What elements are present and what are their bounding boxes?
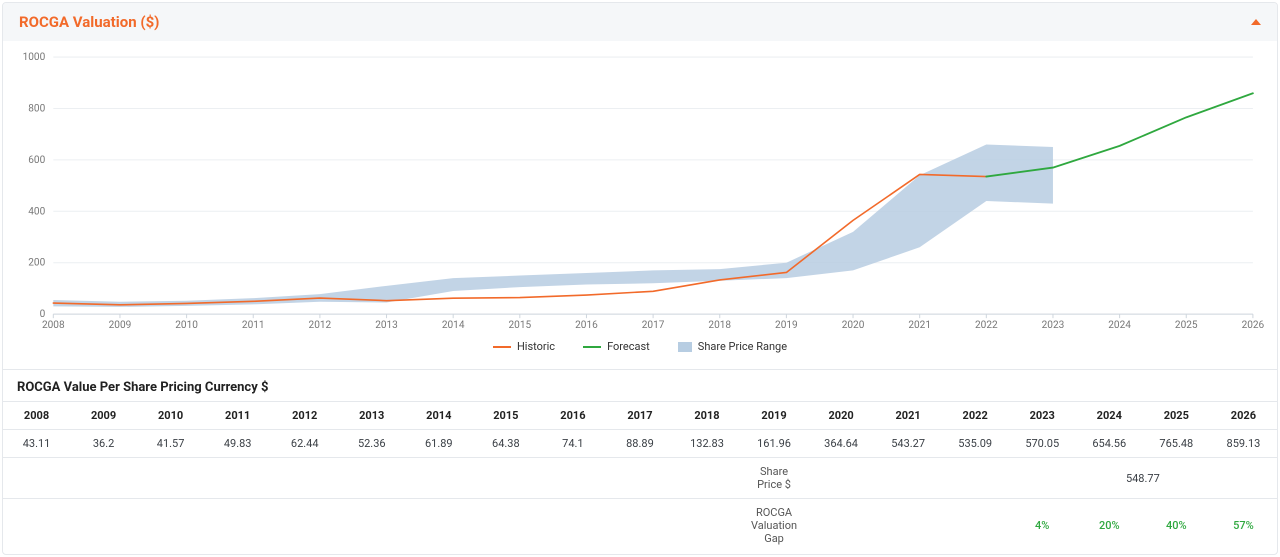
svg-text:1000: 1000 [23,52,46,63]
svg-text:2013: 2013 [375,320,398,331]
column-header: 2025 [1143,402,1210,430]
svg-text:2020: 2020 [842,320,865,331]
table-header-row: 2008200920102011201220132014201520162017… [3,402,1277,430]
value-cell: 765.48 [1143,430,1210,458]
value-cell: 654.56 [1076,430,1143,458]
column-header: 2017 [606,402,673,430]
value-row: 43.1136.241.5749.8362.4452.3661.8964.387… [3,430,1277,458]
value-cell: 535.09 [942,430,1009,458]
column-header: 2015 [472,402,539,430]
value-cell: 859.13 [1210,430,1277,458]
column-header: 2022 [942,402,1009,430]
chevron-up-icon [1251,19,1261,25]
column-header: 2014 [405,402,472,430]
legend-item-range[interactable]: Share Price Range [678,340,787,353]
svg-text:2025: 2025 [1175,320,1198,331]
column-header: 2020 [808,402,875,430]
column-header: 2026 [1210,402,1277,430]
column-header: 2013 [338,402,405,430]
svg-text:2018: 2018 [708,320,731,331]
column-header: 2011 [204,402,271,430]
svg-text:2021: 2021 [908,320,931,331]
svg-text:800: 800 [28,103,45,114]
column-header: 2008 [3,402,70,430]
column-header: 2018 [673,402,740,430]
svg-text:200: 200 [28,258,45,269]
column-header: 2010 [137,402,204,430]
column-header: 2019 [741,402,808,430]
svg-text:2019: 2019 [775,320,798,331]
svg-text:2014: 2014 [442,320,465,331]
value-cell: 161.96 [741,430,808,458]
value-cell: 74.1 [539,430,606,458]
range-swatch-icon [678,342,692,352]
svg-text:2017: 2017 [642,320,665,331]
chart-legend: Historic Forecast Share Price Range [15,336,1265,363]
svg-text:2024: 2024 [1108,320,1131,331]
share-price-row: Share Price $ 548.77 [3,458,1277,499]
legend-label: Forecast [607,340,650,353]
share-price-value: 548.77 [1009,458,1277,499]
svg-text:400: 400 [28,206,45,217]
panel-title: ROCGA Valuation ($) [19,13,159,31]
svg-text:2026: 2026 [1242,320,1265,331]
legend-label: Share Price Range [698,340,787,353]
panel-header[interactable]: ROCGA Valuation ($) [3,3,1277,41]
svg-text:2023: 2023 [1042,320,1065,331]
legend-label: Historic [517,340,555,353]
svg-text:2015: 2015 [508,320,531,331]
svg-text:2008: 2008 [42,320,65,331]
column-header: 2023 [1009,402,1076,430]
svg-text:2010: 2010 [175,320,198,331]
svg-text:2022: 2022 [975,320,998,331]
value-cell: 570.05 [1009,430,1076,458]
value-cell: 43.11 [3,430,70,458]
table-area: ROCGA Value Per Share Pricing Currency $… [3,367,1277,554]
column-header: 2021 [875,402,942,430]
valuation-panel: ROCGA Valuation ($) 0 200 400 600 800 1000 200… [2,2,1278,555]
svg-text:2011: 2011 [242,320,265,331]
column-header: 2024 [1076,402,1143,430]
column-header: 2016 [539,402,606,430]
svg-text:0: 0 [40,309,46,320]
chart-area: 0 200 400 600 800 1000 2008 2009 2010 2011 2012 201… [3,41,1277,367]
valuation-chart: 0 200 400 600 800 1000 2008 2009 2010 2011 2012 201… [15,49,1265,336]
value-cell: 36.2 [70,430,137,458]
forecast-swatch-icon [583,346,601,348]
pricing-table: 2008200920102011201220132014201520162017… [3,401,1277,552]
historic-swatch-icon [493,346,511,348]
svg-text:2016: 2016 [575,320,598,331]
value-cell: 61.89 [405,430,472,458]
legend-item-forecast[interactable]: Forecast [583,340,650,353]
value-cell: 52.36 [338,430,405,458]
svg-text:600: 600 [28,155,45,166]
value-cell: 41.57 [137,430,204,458]
svg-text:2012: 2012 [309,320,332,331]
value-cell: 49.83 [204,430,271,458]
value-cell: 88.89 [606,430,673,458]
table-title: ROCGA Value Per Share Pricing Currency $ [3,369,1277,401]
svg-text:2009: 2009 [109,320,132,331]
value-cell: 364.64 [808,430,875,458]
value-cell: 132.83 [673,430,740,458]
column-header: 2012 [271,402,338,430]
share-price-label: Share Price $ [741,458,808,499]
value-cell: 543.27 [875,430,942,458]
column-header: 2009 [70,402,137,430]
legend-item-historic[interactable]: Historic [493,340,555,353]
value-cell: 62.44 [271,430,338,458]
value-cell: 64.38 [472,430,539,458]
